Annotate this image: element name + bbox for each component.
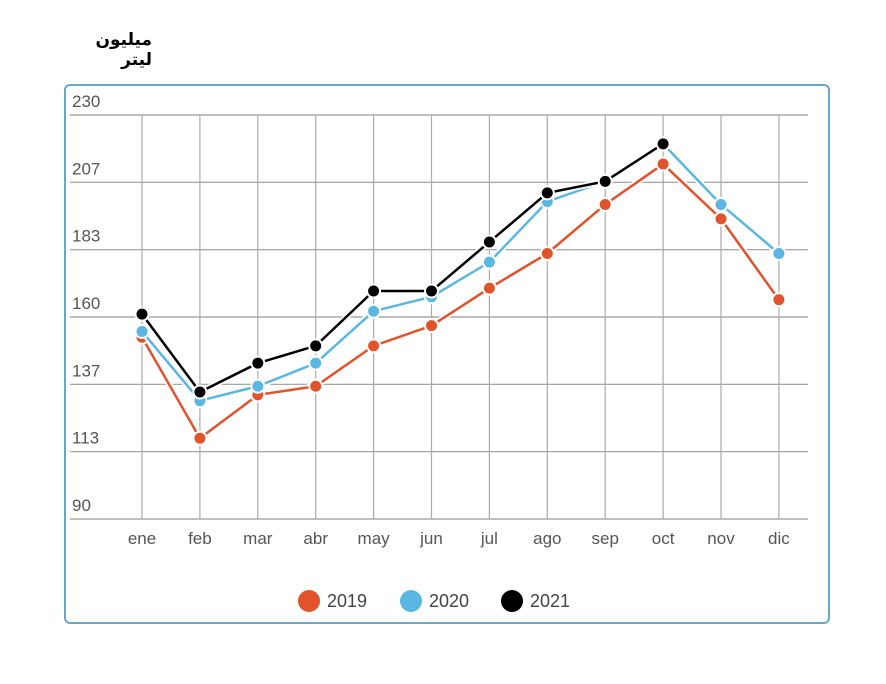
- x-tick-label: feb: [188, 529, 212, 548]
- y-tick-label: 113: [72, 429, 99, 448]
- y-tick-label: 90: [72, 496, 91, 515]
- legend-label-2020: 2020: [429, 591, 469, 611]
- data-point-2021: [134, 306, 150, 322]
- legend-marker-2019: [298, 590, 320, 612]
- data-point-2020: [308, 355, 324, 371]
- data-point-2020: [481, 254, 497, 270]
- series-line-halo-2019: [139, 161, 782, 442]
- y-tick-label: 230: [72, 92, 100, 111]
- series-line-2021: [140, 142, 664, 394]
- data-point-2019: [481, 280, 497, 296]
- legend-label-2019: 2019: [327, 591, 367, 611]
- data-point-2021: [539, 185, 555, 201]
- data-point-2021: [366, 283, 382, 299]
- series-line-2020: [141, 142, 780, 402]
- x-tick-label: ago: [533, 529, 561, 548]
- data-point-2021: [597, 173, 613, 189]
- data-point-2019: [308, 378, 324, 394]
- chart-title: میلیون لیتر: [95, 30, 152, 70]
- chart-card: [64, 84, 830, 624]
- x-tick-label: dic: [768, 529, 790, 548]
- data-point-2019: [424, 318, 439, 334]
- y-tick-label: 160: [72, 294, 100, 313]
- legend-label-2021: 2021: [530, 591, 570, 611]
- data-point-2020: [771, 246, 787, 262]
- x-tick-label: may: [358, 529, 391, 548]
- data-point-2020: [134, 323, 150, 339]
- data-point-2021: [250, 355, 266, 371]
- legend-marker-2020: [400, 590, 422, 612]
- x-tick-label: oct: [652, 529, 675, 548]
- y-tick-label: 183: [72, 227, 100, 246]
- y-tick-label: 137: [72, 361, 100, 380]
- x-tick-label: abr: [303, 529, 328, 548]
- data-point-2021: [308, 338, 324, 354]
- data-point-2019: [655, 156, 671, 172]
- data-point-2021: [424, 283, 439, 299]
- data-point-2019: [366, 338, 382, 354]
- x-tick-label: jul: [480, 529, 498, 548]
- data-point-2019: [713, 211, 729, 227]
- data-point-2021: [481, 234, 497, 250]
- data-point-2019: [771, 292, 787, 308]
- data-point-2020: [250, 378, 266, 394]
- data-point-2019: [539, 246, 555, 262]
- data-point-2021: [655, 136, 671, 152]
- x-tick-label: mar: [243, 529, 273, 548]
- data-point-2021: [192, 384, 208, 400]
- data-point-2019: [597, 196, 613, 212]
- x-tick-label: jun: [419, 529, 443, 548]
- legend-marker-2021: [501, 590, 523, 612]
- x-tick-label: ene: [128, 529, 156, 548]
- series-line-halo-2021: [139, 141, 665, 396]
- data-point-2019: [192, 430, 208, 446]
- y-tick-label: 207: [72, 159, 100, 178]
- data-point-2020: [713, 196, 729, 212]
- x-tick-label: nov: [707, 529, 735, 548]
- data-point-2020: [366, 303, 382, 319]
- series-line-2019: [140, 162, 780, 440]
- x-tick-label: sep: [591, 529, 618, 548]
